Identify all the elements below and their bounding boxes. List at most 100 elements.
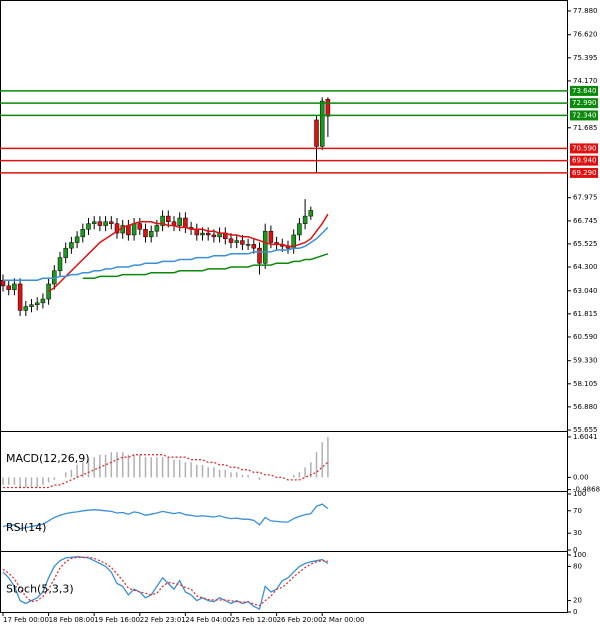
price-level-label: 72.340	[572, 111, 597, 119]
candle-body	[29, 304, 34, 307]
y-tick-label: 59.330	[573, 357, 598, 365]
candle-body	[34, 302, 40, 305]
candle-body	[12, 283, 17, 290]
y-tick-label: 76.620	[573, 31, 598, 39]
price-level-label: 73.640	[572, 87, 597, 95]
price-level-box	[570, 98, 598, 109]
y-tick-label: 80	[573, 562, 582, 570]
moving-average	[82, 253, 329, 280]
y-tick-label: 55.655	[573, 426, 598, 434]
y-tick-label: 71.685	[573, 124, 598, 132]
candle-body	[200, 232, 205, 236]
candle-body	[228, 238, 234, 243]
frame	[0, 0, 568, 613]
candle-body	[109, 221, 114, 224]
indicator-line	[3, 454, 329, 489]
candle-body	[251, 244, 257, 249]
x-tick-label: 2 Mar 00:00	[322, 616, 364, 624]
y-tick-label: 66.745	[573, 217, 598, 225]
y-tick-label: 64.300	[573, 263, 598, 271]
candle-body	[126, 225, 131, 236]
y-tick-label: 61.815	[573, 310, 598, 318]
y-tick-label: 77.880	[573, 7, 598, 15]
candle-body	[325, 98, 331, 117]
price-level-label: 69.940	[572, 157, 597, 165]
panel-title: Stoch(5,3,3)	[6, 583, 74, 596]
y-tick-label: 70	[573, 507, 582, 515]
moving-average	[48, 213, 329, 293]
candle-body	[308, 210, 314, 217]
price-level-box	[570, 155, 598, 166]
candle-body	[63, 247, 68, 258]
x-tick-label: 17 Feb 00:00	[3, 616, 49, 624]
candle-body	[46, 283, 51, 300]
y-tick-label: 65.525	[573, 240, 598, 248]
candle-body	[137, 223, 143, 230]
candle-body	[103, 221, 108, 226]
y-tick-label: 20	[573, 597, 582, 605]
price-level-box	[570, 167, 598, 178]
price-level-label: 72.990	[572, 99, 597, 107]
candle-body	[205, 232, 211, 236]
indicator-line	[2, 503, 329, 530]
candle-body	[148, 230, 154, 238]
candle-body	[297, 223, 302, 236]
candle-body	[80, 229, 86, 238]
candle-body	[74, 236, 80, 243]
candle-body	[143, 229, 148, 238]
candle-body	[319, 100, 325, 147]
panel-title: MACD(12,26,9)	[6, 452, 90, 465]
y-tick-label: 100	[573, 551, 586, 559]
candle-body	[0, 279, 6, 287]
candle-body	[257, 247, 262, 264]
y-tick-label: 58.105	[573, 380, 598, 388]
candle-body	[166, 215, 171, 223]
candle-body	[17, 283, 23, 311]
x-tick-label: 19 Feb 16:00	[94, 616, 140, 624]
price-level-label: 69.290	[572, 169, 597, 177]
indicator-line	[2, 556, 328, 607]
y-tick-label: 0	[573, 608, 577, 616]
y-tick-label: 74.170	[573, 77, 598, 85]
candle-body	[154, 225, 160, 232]
candle-body	[194, 229, 200, 236]
candle-body	[177, 217, 182, 226]
x-tick-label: 26 Feb 20:00	[277, 616, 323, 624]
candle-body	[40, 298, 46, 304]
candle-body	[268, 230, 274, 243]
candle-body	[234, 240, 239, 243]
y-tick-label: 56.880	[573, 403, 598, 411]
candle-body	[160, 215, 165, 226]
candle-body	[302, 215, 308, 224]
y-tick-label: -0.4868	[573, 486, 600, 494]
price-level-box	[570, 110, 598, 121]
y-tick-label: 0.00	[573, 473, 589, 481]
candle-body	[6, 285, 11, 290]
x-tick-label: 18 Feb 08:00	[49, 616, 95, 624]
y-tick-label: 1.6041	[573, 433, 598, 441]
y-tick-label: 0	[573, 546, 577, 554]
candle-body	[23, 306, 29, 311]
y-tick-label: 75.395	[573, 54, 598, 62]
y-tick-label: 30	[573, 529, 582, 537]
candle-body	[69, 242, 74, 249]
indicator-line	[2, 556, 329, 611]
candle-body	[314, 119, 319, 147]
y-tick-label: 67.975	[573, 194, 598, 202]
candle-body	[183, 217, 188, 228]
x-tick-label: 25 Feb 12:00	[231, 616, 277, 624]
y-tick-label: 63.040	[573, 287, 598, 295]
panel-title: RSI(14)	[6, 521, 46, 534]
moving-average	[3, 226, 329, 281]
candle-body	[131, 223, 137, 236]
candle-body	[211, 234, 217, 238]
candle-body	[86, 223, 91, 230]
candle-body	[57, 257, 63, 272]
x-tick-label: 22 Feb 23:01	[140, 616, 186, 624]
price-level-label: 70.590	[572, 144, 597, 152]
candle-body	[240, 240, 245, 245]
candle-body	[245, 244, 251, 246]
candle-body	[114, 223, 120, 234]
y-tick-label: 100	[573, 490, 586, 498]
